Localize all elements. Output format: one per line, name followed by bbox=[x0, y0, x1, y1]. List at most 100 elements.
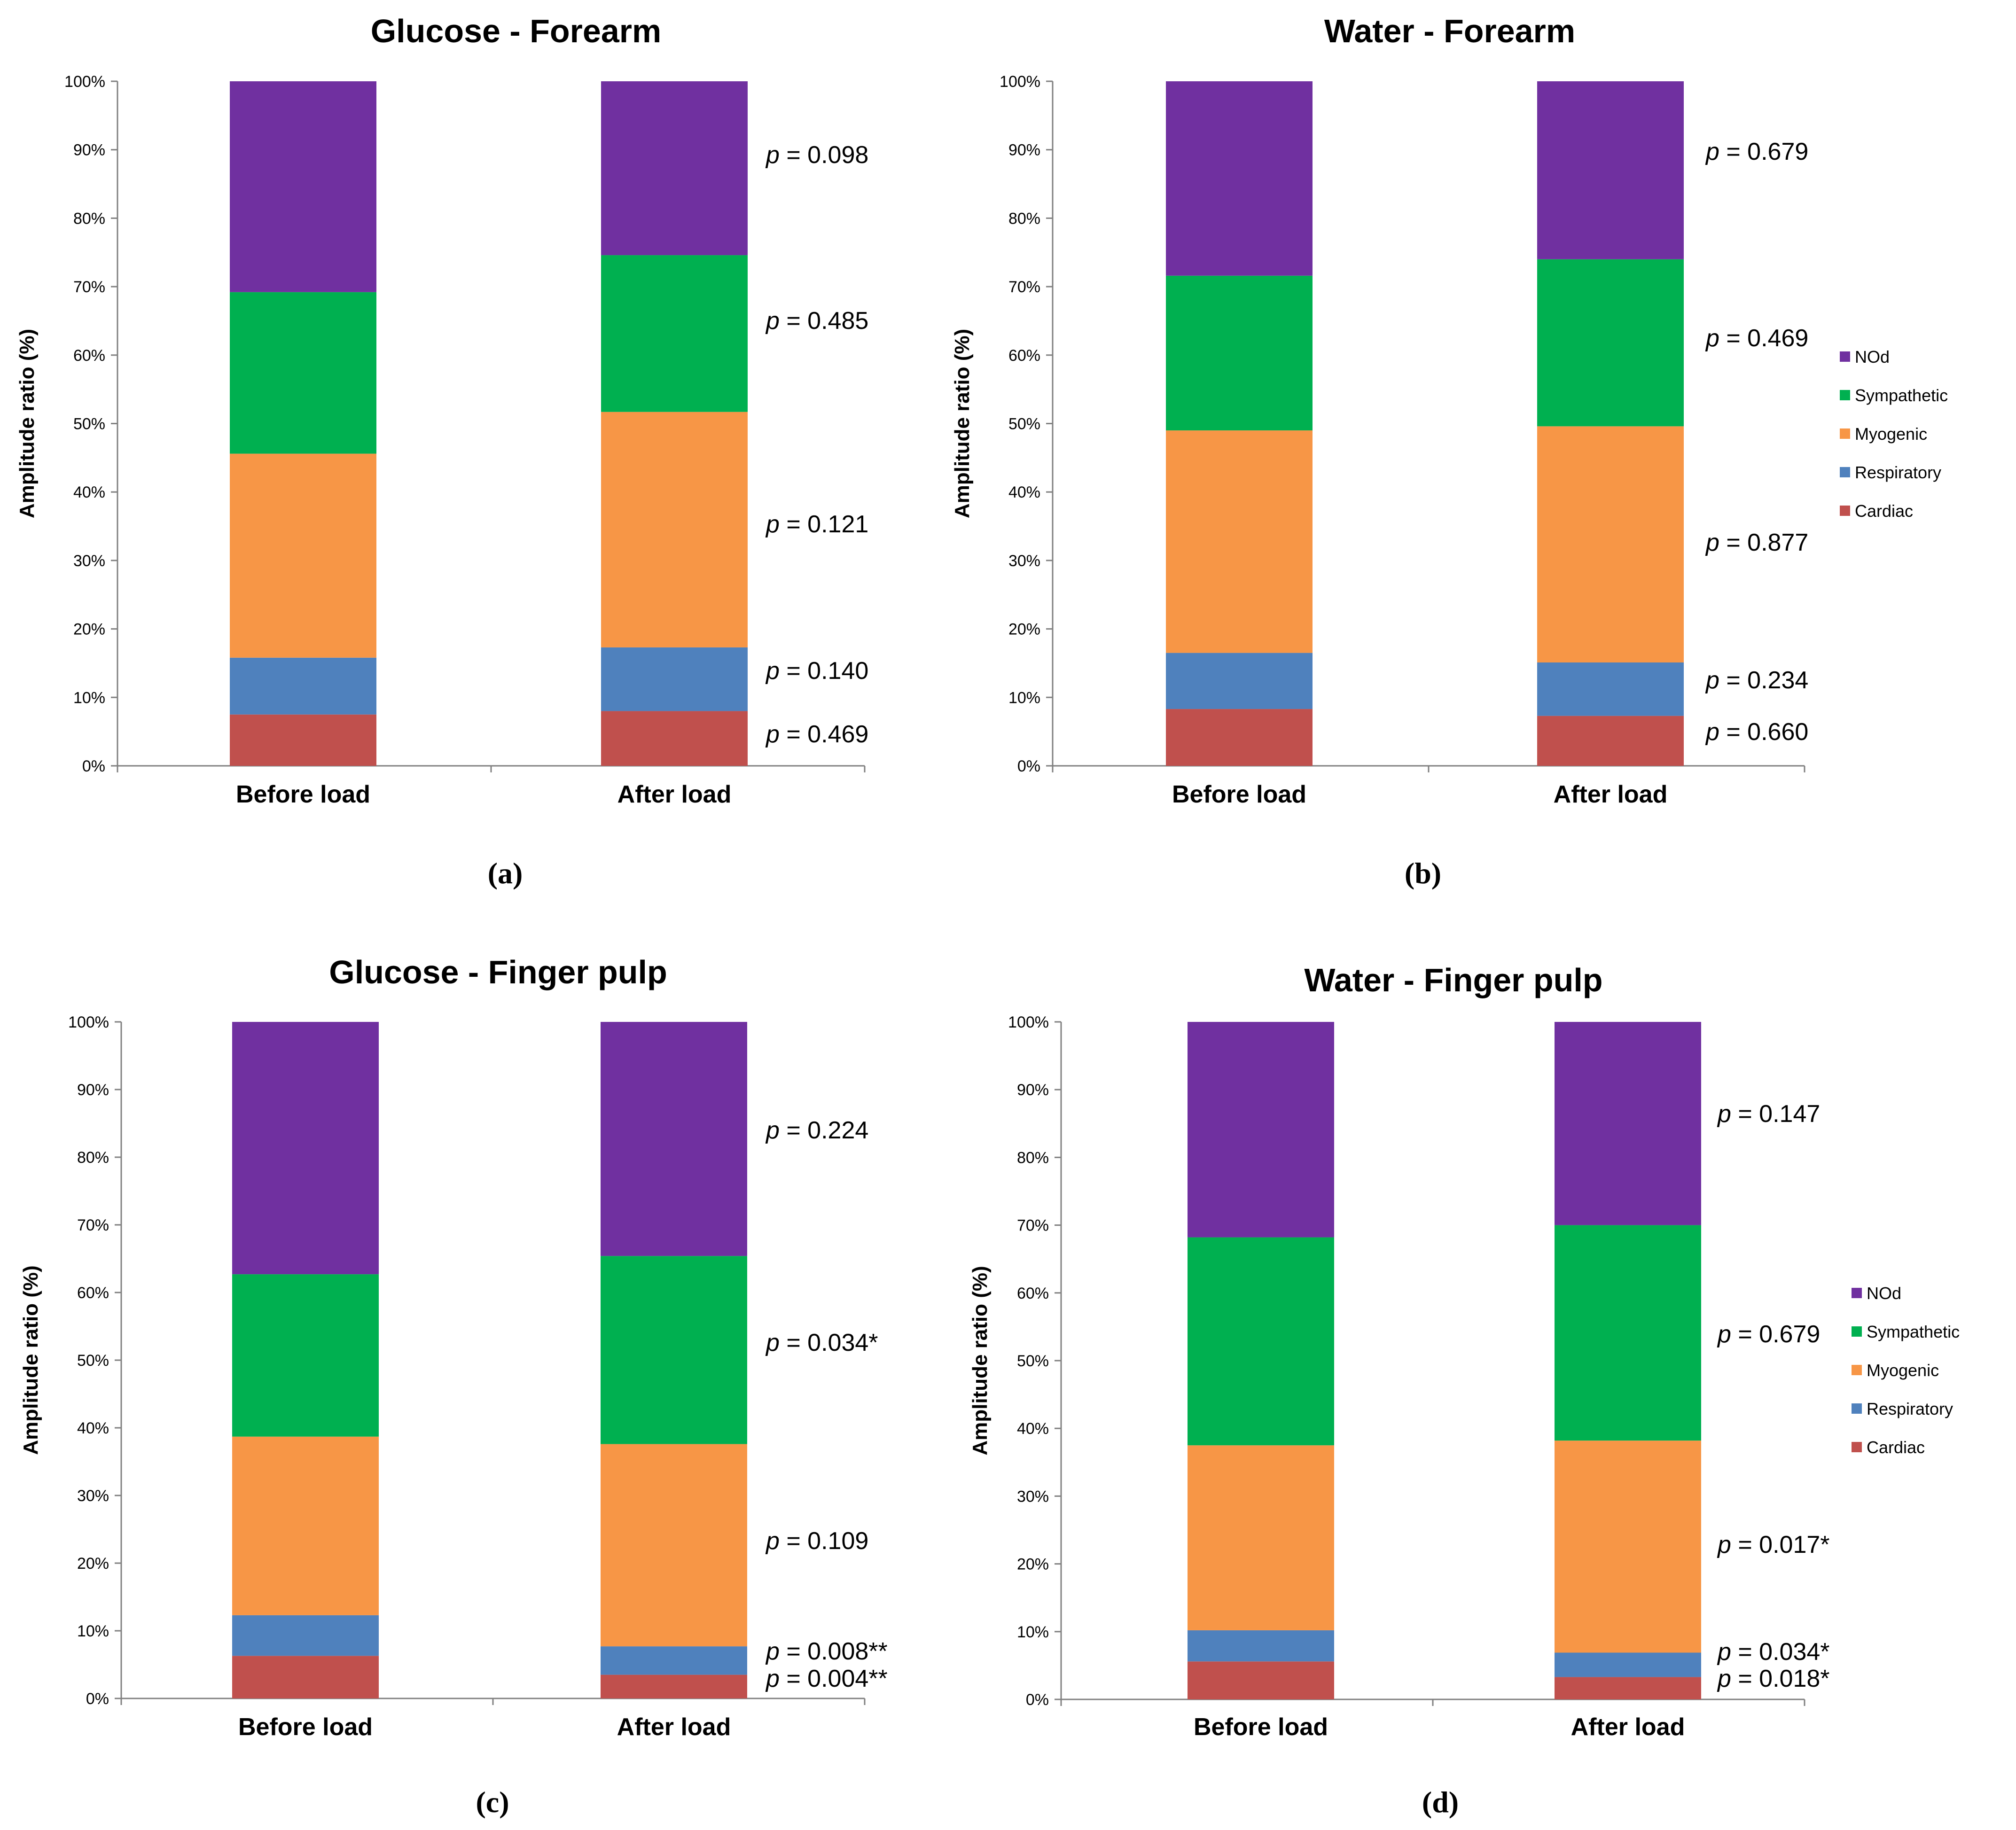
legend-entry: Respiratory bbox=[1867, 1399, 1953, 1418]
y-tick-label: 70% bbox=[77, 1216, 109, 1234]
legend-entry: Cardiac bbox=[1867, 1438, 1925, 1457]
y-tick-label: 70% bbox=[73, 278, 105, 296]
y-axis-label: Amplitude ratio (%) bbox=[16, 329, 39, 518]
y-tick-label: 30% bbox=[1017, 1487, 1049, 1505]
chart-title: Glucose - Forearm bbox=[371, 13, 662, 49]
bar-respiratory-1 bbox=[1537, 662, 1684, 716]
bar-cardiac-0 bbox=[230, 714, 376, 766]
p-value-annotation: p = 0.224 bbox=[765, 1117, 868, 1144]
p-value-annotation: p = 0.679 bbox=[1717, 1321, 1820, 1348]
legend-entry: Myogenic bbox=[1855, 424, 1927, 444]
y-tick-label: 100% bbox=[1000, 73, 1040, 91]
bar-sympathetic-1 bbox=[1537, 259, 1684, 427]
bar-myogenic-1 bbox=[1537, 426, 1684, 662]
y-tick-label: 60% bbox=[73, 347, 105, 365]
y-tick-label: 40% bbox=[1017, 1420, 1049, 1438]
bar-respiratory-1 bbox=[601, 647, 748, 711]
bar-cardiac-1 bbox=[601, 1674, 747, 1698]
bar-myogenic-0 bbox=[230, 453, 376, 658]
chart-title: Water - Forearm bbox=[1324, 13, 1575, 49]
bar-cardiac-1 bbox=[1555, 1677, 1701, 1699]
y-tick-label: 100% bbox=[68, 1013, 109, 1031]
p-value-annotation: p = 0.877 bbox=[1705, 529, 1808, 556]
y-tick-label: 90% bbox=[77, 1081, 109, 1099]
panel-label: (d) bbox=[1422, 1785, 1459, 1819]
x-category-label: After load bbox=[1554, 781, 1668, 808]
legend: NOd Sympathetic Myogenic Respiratory Cardiac bbox=[1852, 1284, 1960, 1457]
p-value-annotation: p = 0.147 bbox=[1717, 1100, 1820, 1128]
legend-swatch bbox=[1840, 428, 1850, 439]
legend-swatch bbox=[1852, 1288, 1862, 1298]
y-axis-label: Amplitude ratio (%) bbox=[19, 1265, 42, 1455]
p-value-annotation: p = 0.109 bbox=[765, 1527, 868, 1555]
legend-entry: Sympathetic bbox=[1855, 386, 1948, 405]
legend-swatch bbox=[1840, 506, 1850, 516]
bar-sympathetic-1 bbox=[601, 1256, 747, 1444]
p-value-annotation: p = 0.034* bbox=[765, 1329, 878, 1356]
x-category-label: After load bbox=[617, 781, 732, 808]
y-axis-label: Amplitude ratio (%) bbox=[969, 1266, 992, 1455]
y-tick-label: 20% bbox=[1008, 621, 1040, 639]
bar-respiratory-0 bbox=[232, 1615, 379, 1656]
y-tick-label: 40% bbox=[73, 483, 105, 501]
y-tick-label: 90% bbox=[73, 141, 105, 159]
y-tick-label: 50% bbox=[73, 415, 105, 433]
bar-cardiac-0 bbox=[1188, 1661, 1334, 1699]
y-tick-label: 80% bbox=[77, 1149, 109, 1167]
y-tick-label: 10% bbox=[73, 689, 105, 707]
p-value-annotation: p = 0.660 bbox=[1705, 718, 1808, 746]
chart-panel-1: Water - Forearm Amplitude ratio (%) 0% 10% 2… bbox=[951, 13, 1948, 890]
p-value-annotation: p = 0.469 bbox=[1705, 325, 1808, 352]
y-tick-label: 100% bbox=[64, 73, 105, 91]
bar-sympathetic-0 bbox=[1166, 275, 1313, 431]
y-tick-label: 20% bbox=[1017, 1556, 1049, 1573]
p-value-annotation: p = 0.469 bbox=[765, 721, 868, 748]
bar-nod-1 bbox=[1537, 81, 1684, 259]
x-category-label: Before load bbox=[236, 781, 370, 808]
x-category-label: Before load bbox=[1172, 781, 1306, 808]
y-tick-label: 70% bbox=[1017, 1217, 1049, 1235]
legend-entry: NOd bbox=[1867, 1284, 1901, 1303]
p-value-annotation: p = 0.121 bbox=[765, 511, 868, 538]
y-axis-label: Amplitude ratio (%) bbox=[951, 329, 974, 518]
y-tick-label: 30% bbox=[77, 1487, 109, 1505]
y-tick-label: 40% bbox=[1008, 483, 1040, 501]
bar-respiratory-1 bbox=[601, 1646, 747, 1675]
legend-swatch bbox=[1840, 390, 1850, 400]
y-tick-label: 0% bbox=[82, 757, 105, 775]
legend-swatch bbox=[1852, 1403, 1862, 1414]
chart-panel-2: Glucose - Finger pulp Amplitude ratio (%)… bbox=[19, 954, 888, 1819]
bar-respiratory-1 bbox=[1555, 1652, 1701, 1677]
panel-label: (a) bbox=[488, 857, 523, 890]
legend-entry: Myogenic bbox=[1867, 1361, 1939, 1380]
y-tick-label: 40% bbox=[77, 1419, 109, 1437]
bar-respiratory-0 bbox=[1166, 653, 1313, 709]
y-tick-label: 10% bbox=[77, 1622, 109, 1640]
p-value-annotation: p = 0.034* bbox=[1717, 1638, 1830, 1666]
bar-nod-1 bbox=[601, 81, 748, 256]
x-category-label: After load bbox=[1571, 1713, 1685, 1741]
legend-entry: Sympathetic bbox=[1867, 1322, 1960, 1341]
bar-sympathetic-1 bbox=[601, 255, 748, 412]
legend-swatch bbox=[1852, 1326, 1862, 1337]
bar-respiratory-0 bbox=[230, 657, 376, 715]
bar-cardiac-1 bbox=[1537, 716, 1684, 766]
bar-respiratory-0 bbox=[1188, 1630, 1334, 1662]
bar-nod-0 bbox=[232, 1022, 379, 1275]
y-tick-label: 100% bbox=[1008, 1013, 1049, 1031]
y-tick-label: 80% bbox=[73, 210, 105, 227]
legend: NOd Sympathetic Myogenic Respiratory Cardiac bbox=[1840, 347, 1948, 521]
y-tick-label: 60% bbox=[1017, 1285, 1049, 1302]
bar-myogenic-0 bbox=[232, 1436, 379, 1615]
chart-panel-0: Glucose - Forearm Amplitude ratio (%) 0% 10… bbox=[16, 13, 868, 890]
bar-myogenic-1 bbox=[601, 1444, 747, 1647]
chart-title: Glucose - Finger pulp bbox=[329, 954, 667, 990]
bar-cardiac-0 bbox=[1166, 709, 1313, 766]
legend-swatch bbox=[1852, 1442, 1862, 1452]
y-tick-label: 30% bbox=[73, 552, 105, 570]
bar-nod-0 bbox=[1188, 1022, 1334, 1238]
bar-sympathetic-0 bbox=[1188, 1237, 1334, 1446]
y-tick-label: 80% bbox=[1008, 210, 1040, 227]
legend-entry: NOd bbox=[1855, 347, 1890, 366]
y-tick-label: 0% bbox=[86, 1690, 109, 1708]
